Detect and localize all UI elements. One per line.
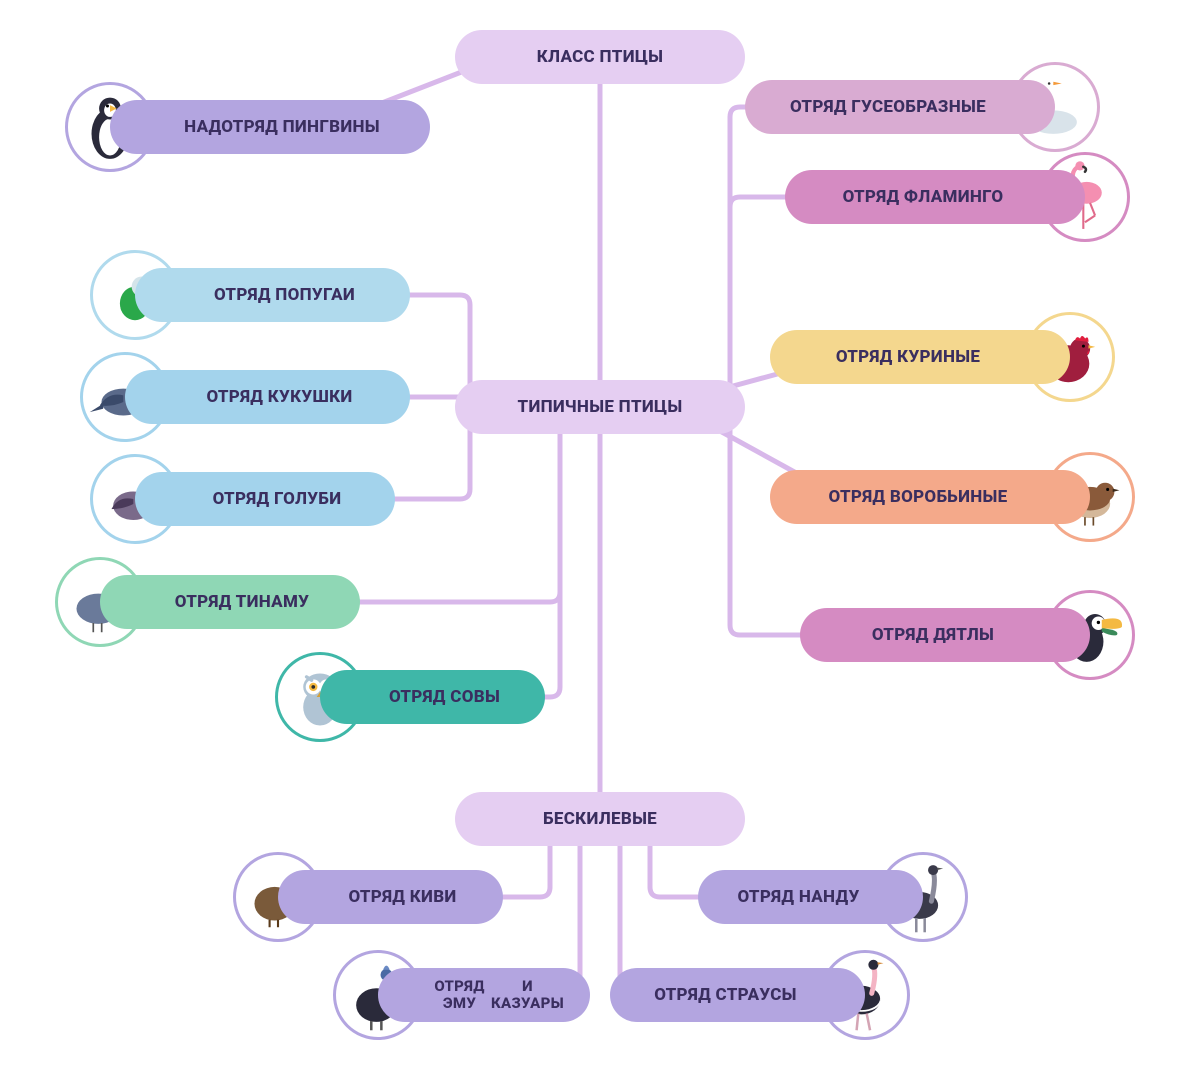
node-ostrich: ОТРЯД СТРАУСЫ (610, 968, 865, 1022)
node-parrots: ОТРЯД ПОПУГАИ (135, 268, 410, 322)
node-kiwi: ОТРЯД КИВИ (278, 870, 503, 924)
node-owls: ОТРЯД СОВЫ (320, 670, 545, 724)
hub-root: КЛАСС ПТИЦЫ (455, 30, 745, 84)
node-pigeons: ОТРЯД ГОЛУБИ (135, 472, 395, 526)
hub-ratites: БЕСКИЛЕВЫЕ (455, 792, 745, 846)
node-flamingo: ОТРЯД ФЛАМИНГО (785, 170, 1085, 224)
node-cuckoos: ОТРЯД КУКУШКИ (125, 370, 410, 424)
node-nandu: ОТРЯД НАНДУ (698, 870, 923, 924)
node-emu: ОТРЯД ЭМУИ КАЗУАРЫ (378, 968, 590, 1022)
edge-typical-owls (480, 434, 560, 697)
hub-typical: ТИПИЧНЫЕ ПТИЦЫ (455, 380, 745, 434)
node-tinamou: ОТРЯД ТИНАМУ (100, 575, 360, 629)
node-chickens: ОТРЯД КУРИНЫЕ (770, 330, 1070, 384)
node-penguins: НАДОТРЯД ПИНГВИНЫ (110, 100, 430, 154)
node-geese: ОТРЯД ГУСЕОБРАЗНЫЕ (745, 80, 1055, 134)
node-sparrows: ОТРЯД ВОРОБЬИНЫЕ (770, 470, 1090, 524)
node-woodpeck: ОТРЯД ДЯТЛЫ (800, 608, 1090, 662)
connector-layer (0, 0, 1200, 1067)
